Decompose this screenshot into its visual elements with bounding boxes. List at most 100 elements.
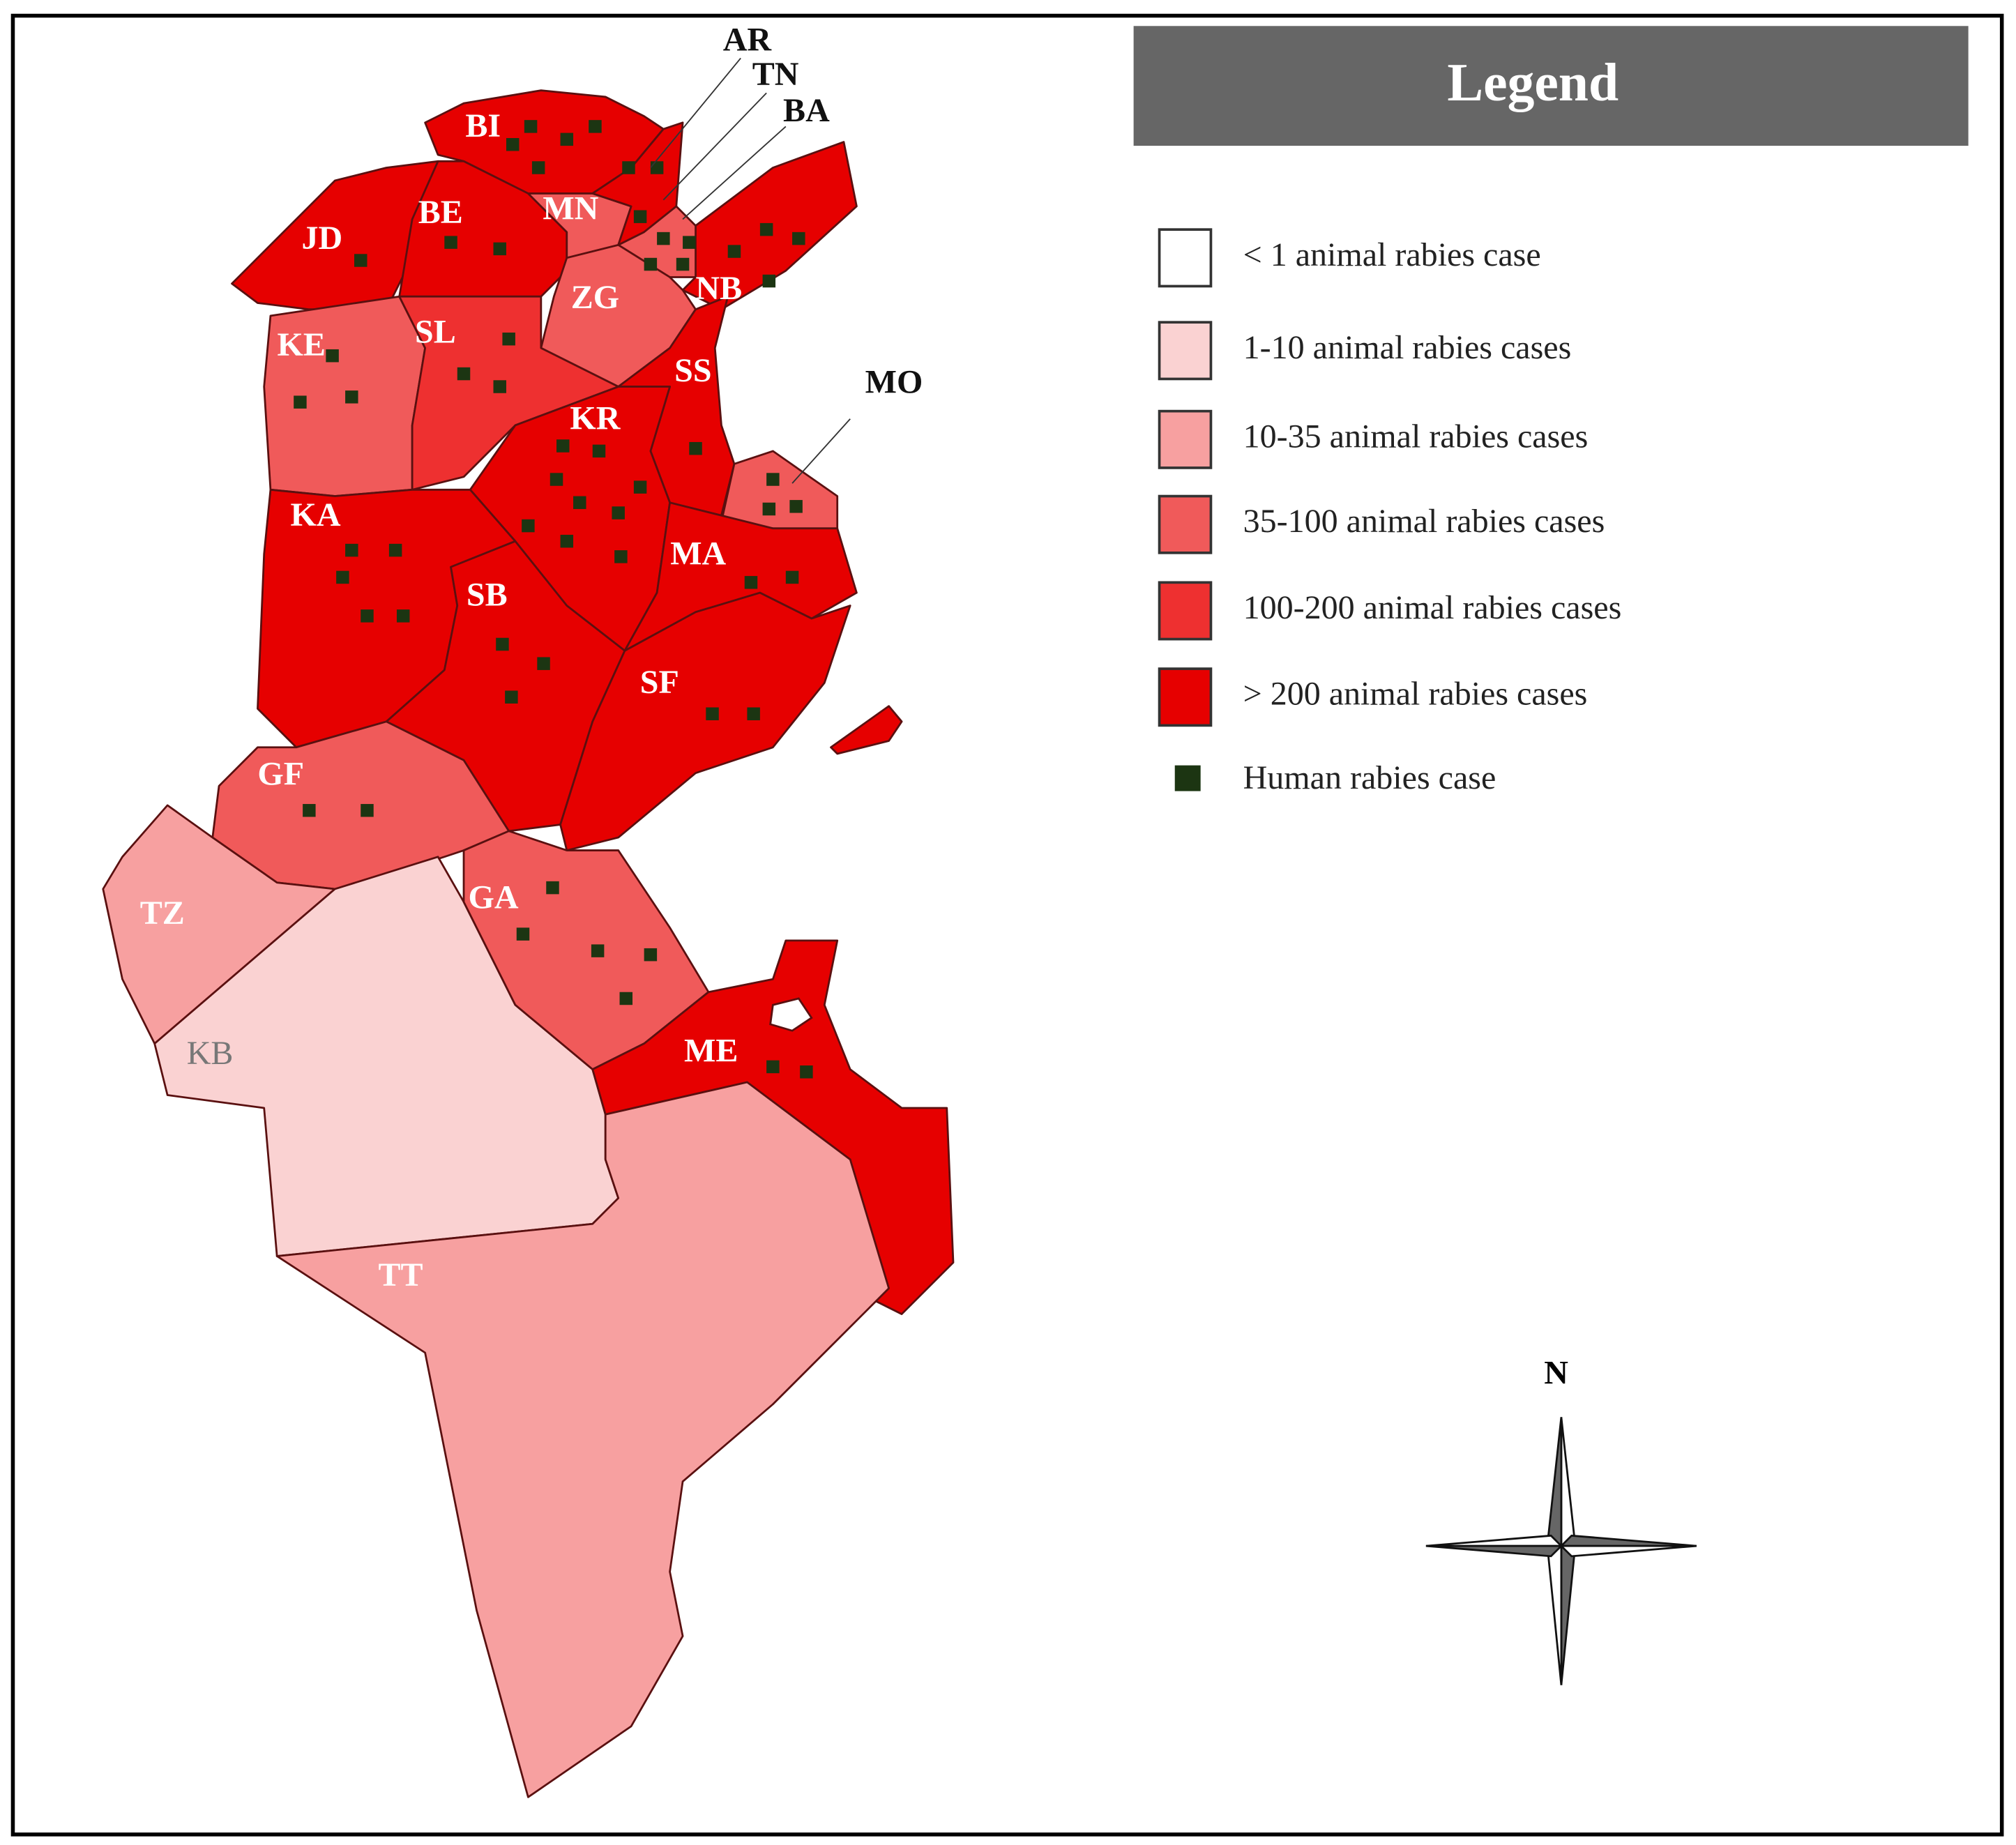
human-case-marker <box>706 707 719 720</box>
human-case-marker <box>727 245 741 258</box>
human-case-marker <box>457 367 471 381</box>
human-cases <box>294 120 813 1079</box>
human-case-marker <box>619 992 633 1005</box>
human-case-marker <box>354 254 367 267</box>
human-case-marker <box>396 609 410 623</box>
compass: N <box>1425 1354 1697 1685</box>
island-djerba <box>769 997 813 1032</box>
human-case-marker <box>345 390 358 404</box>
region-label: JD <box>301 220 342 257</box>
legend-swatch <box>1158 409 1213 469</box>
leader-line <box>682 126 787 220</box>
legend-label: 35-100 animal rabies cases <box>1243 503 1605 540</box>
legend-swatch <box>1158 494 1213 554</box>
human-case-marker <box>303 804 316 817</box>
human-case-marker <box>556 439 570 453</box>
human-case-marker <box>766 473 780 486</box>
region-label: SB <box>467 576 508 613</box>
human-case-marker <box>361 609 374 623</box>
human-case-marker <box>800 1065 813 1079</box>
region <box>559 591 851 851</box>
region <box>385 540 626 833</box>
human-case-marker <box>633 210 647 223</box>
human-case-marker <box>345 543 358 557</box>
human-case-marker <box>550 473 563 486</box>
region <box>398 295 620 491</box>
leader-lines <box>650 57 851 484</box>
region-label: BA <box>783 92 830 129</box>
human-case-marker <box>444 236 457 249</box>
region-label: MN <box>543 190 598 227</box>
compass-arm <box>1559 1544 1697 1558</box>
human-case-marker <box>762 274 776 288</box>
region-label: KA <box>291 496 341 533</box>
region-label: KR <box>570 400 621 436</box>
human-case-marker <box>560 132 574 146</box>
human-case-marker <box>759 222 773 236</box>
human-case-marker <box>336 570 349 584</box>
human-case-marker <box>502 332 515 346</box>
human-case-marker <box>560 534 574 548</box>
human-case-marker <box>633 480 647 494</box>
human-case-marker <box>361 804 374 817</box>
compass-arm <box>1425 1544 1564 1558</box>
human-case-marker <box>388 543 402 557</box>
human-case-marker <box>496 637 509 651</box>
compass-label: N <box>1544 1354 1568 1391</box>
region-label: TN <box>752 56 799 93</box>
human-case-marker <box>657 231 670 245</box>
region-label: SS <box>674 352 711 389</box>
human-case-marker <box>591 944 605 957</box>
region <box>275 1081 890 1798</box>
leader-line <box>650 57 741 169</box>
region-label: MO <box>865 364 923 401</box>
human-case-marker <box>747 707 760 720</box>
human-case-marker <box>622 161 635 174</box>
human-case-marker <box>573 496 586 510</box>
human-case-marker <box>612 506 625 519</box>
leader-line <box>662 92 767 201</box>
region-label: KB <box>187 1035 234 1072</box>
human-case-marker <box>522 519 535 533</box>
legend: Legend < 1 animal rabies case 1-10 animal… <box>1133 26 1969 796</box>
legend-label: Human rabies case <box>1243 759 1496 796</box>
human-case-marker <box>689 441 702 455</box>
human-case-marker <box>326 349 339 363</box>
human-case-marker <box>789 500 803 513</box>
region-label: KE <box>278 326 326 363</box>
region-label: GA <box>468 879 518 916</box>
human-case-marker <box>524 120 538 133</box>
region-label: BE <box>418 194 463 231</box>
human-case-marker <box>592 444 606 458</box>
region-labels: BI AR TN BA JD BE MN NB ZG KE SL SS MO K… <box>140 21 923 1293</box>
human-case-marker <box>744 576 758 589</box>
legend-label: 100-200 animal rabies cases <box>1243 589 1622 626</box>
legend-label: > 200 animal rabies cases <box>1243 676 1588 713</box>
island <box>830 705 903 755</box>
region-label: ME <box>684 1032 738 1069</box>
human-case-marker <box>516 927 530 941</box>
region <box>398 160 568 298</box>
legend-swatch <box>1158 228 1213 288</box>
region-label: MA <box>670 535 726 572</box>
human-case-marker <box>792 231 805 245</box>
region-label: TZ <box>140 895 185 932</box>
legend-title: Legend <box>1447 52 1619 112</box>
human-case-marker <box>493 242 506 256</box>
region-label: AR <box>723 21 773 58</box>
human-case-marker <box>676 257 690 271</box>
region-label: TT <box>378 1256 423 1293</box>
legend-header <box>1133 26 1969 146</box>
human-case-marker <box>505 690 518 704</box>
legend-label: 10-35 animal rabies cases <box>1243 418 1589 455</box>
regions <box>102 89 955 1798</box>
human-case-marker <box>644 948 658 962</box>
region-label: NB <box>695 270 742 307</box>
human-case-marker <box>531 161 545 174</box>
human-case-marker <box>589 120 602 133</box>
human-case-marker <box>785 570 799 584</box>
legend-label: < 1 animal rabies case <box>1243 236 1541 273</box>
region-label: SL <box>415 314 456 351</box>
